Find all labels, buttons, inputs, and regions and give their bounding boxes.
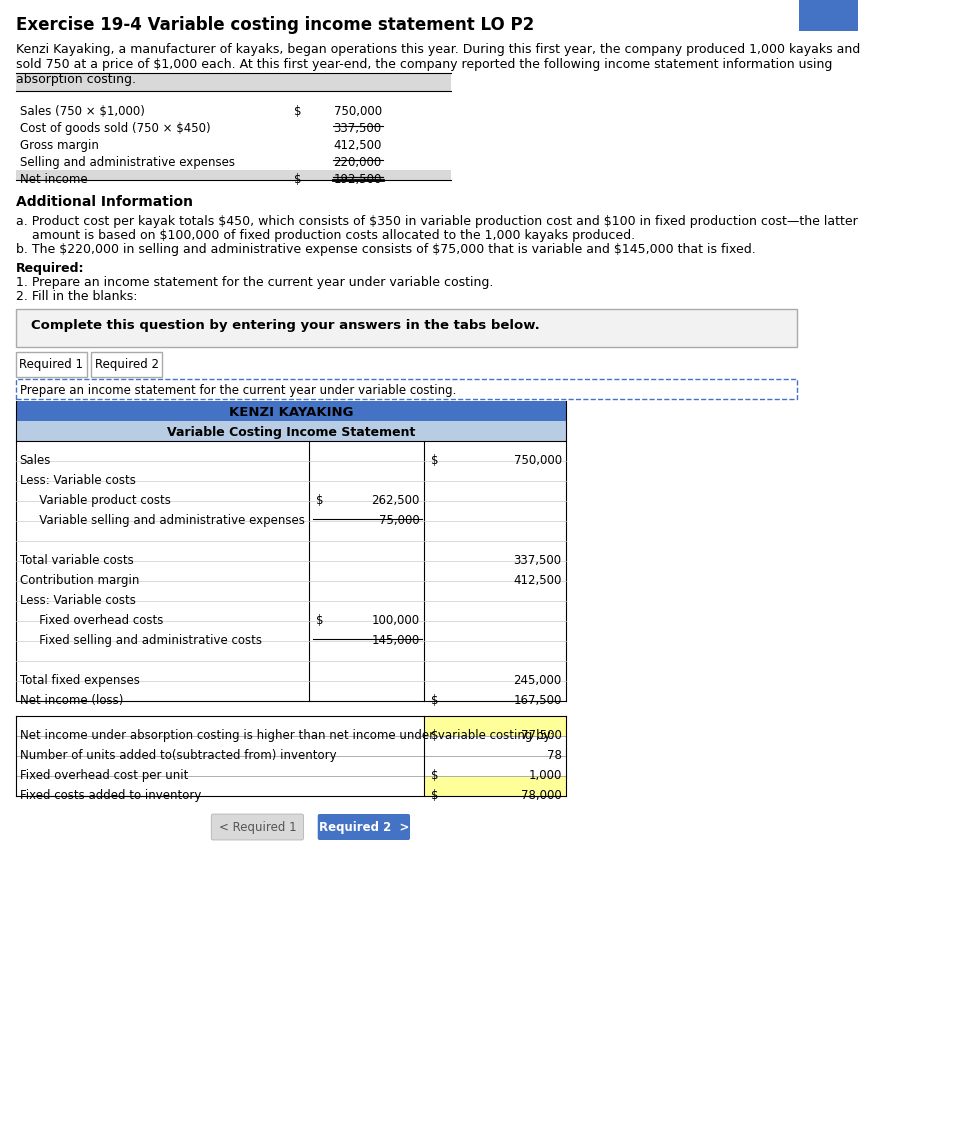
FancyBboxPatch shape	[92, 352, 162, 377]
Text: Fixed costs added to inventory: Fixed costs added to inventory	[19, 789, 201, 802]
FancyBboxPatch shape	[211, 814, 304, 840]
Text: 412,500: 412,500	[513, 575, 562, 587]
FancyBboxPatch shape	[425, 716, 567, 736]
Text: Variable product costs: Variable product costs	[28, 494, 171, 507]
Text: amount is based on $100,000 of fixed production costs allocated to the 1,000 kay: amount is based on $100,000 of fixed pro…	[16, 228, 635, 242]
FancyBboxPatch shape	[16, 170, 451, 180]
Text: Fixed overhead costs: Fixed overhead costs	[28, 614, 163, 627]
Text: $: $	[294, 105, 302, 118]
Text: $: $	[431, 769, 439, 782]
Text: Variable selling and administrative expenses: Variable selling and administrative expe…	[28, 513, 306, 527]
Text: 220,000: 220,000	[334, 156, 382, 169]
Text: KENZI KAYAKING: KENZI KAYAKING	[229, 406, 353, 418]
Text: Cost of goods sold (750 × $450): Cost of goods sold (750 × $450)	[19, 122, 210, 135]
Text: Contribution margin: Contribution margin	[19, 575, 139, 587]
Text: Required 2: Required 2	[95, 359, 159, 371]
Text: a. Product cost per kayak totals $450, which consists of $350 in variable produc: a. Product cost per kayak totals $450, w…	[16, 215, 858, 228]
Text: sold 750 at a price of $1,000 each. At this first year-end, the company reported: sold 750 at a price of $1,000 each. At t…	[16, 58, 833, 71]
Text: Net income: Net income	[19, 173, 87, 185]
Text: Gross margin: Gross margin	[19, 139, 99, 152]
Text: Sales (750 × $1,000): Sales (750 × $1,000)	[19, 105, 144, 118]
Text: 2. Fill in the blanks:: 2. Fill in the blanks:	[16, 290, 137, 303]
Text: 145,000: 145,000	[371, 634, 420, 647]
Text: 167,500: 167,500	[513, 694, 562, 707]
Text: $: $	[431, 694, 439, 707]
FancyBboxPatch shape	[799, 0, 859, 31]
Text: 77,500: 77,500	[521, 729, 562, 742]
Text: 1,000: 1,000	[528, 769, 562, 782]
Text: $: $	[316, 494, 323, 507]
Text: Selling and administrative expenses: Selling and administrative expenses	[19, 156, 235, 169]
Text: 750,000: 750,000	[513, 454, 562, 467]
Text: $: $	[294, 173, 302, 185]
Text: 750,000: 750,000	[334, 105, 382, 118]
Text: 78: 78	[547, 749, 562, 762]
Text: 78,000: 78,000	[521, 789, 562, 802]
Text: Less: Variable costs: Less: Variable costs	[19, 594, 135, 607]
Text: 100,000: 100,000	[371, 614, 420, 627]
Text: $: $	[431, 454, 439, 467]
Text: Required 2  >: Required 2 >	[319, 820, 409, 834]
Text: Sales: Sales	[19, 454, 51, 467]
FancyBboxPatch shape	[16, 421, 567, 441]
FancyBboxPatch shape	[16, 309, 797, 347]
Text: < Required 1: < Required 1	[219, 820, 296, 834]
Text: 262,500: 262,500	[371, 494, 420, 507]
Text: 412,500: 412,500	[334, 139, 382, 152]
Text: 75,000: 75,000	[379, 513, 420, 527]
Text: Kenzi Kayaking, a manufacturer of kayaks, began operations this year. During thi: Kenzi Kayaking, a manufacturer of kayaks…	[16, 43, 861, 57]
Text: absorption costing.: absorption costing.	[16, 74, 136, 86]
FancyBboxPatch shape	[16, 379, 797, 399]
Text: Fixed overhead cost per unit: Fixed overhead cost per unit	[19, 769, 188, 782]
FancyBboxPatch shape	[16, 402, 567, 421]
FancyBboxPatch shape	[425, 776, 567, 796]
Text: 337,500: 337,500	[334, 122, 382, 135]
Text: Total variable costs: Total variable costs	[19, 554, 133, 567]
FancyBboxPatch shape	[16, 74, 451, 90]
Text: Fixed selling and administrative costs: Fixed selling and administrative costs	[28, 634, 262, 647]
Text: Variable Costing Income Statement: Variable Costing Income Statement	[167, 426, 415, 439]
Text: $: $	[431, 729, 439, 742]
Text: $: $	[316, 614, 323, 627]
FancyBboxPatch shape	[318, 814, 410, 840]
Text: 1. Prepare an income statement for the current year under variable costing.: 1. Prepare an income statement for the c…	[16, 276, 493, 290]
Text: Total fixed expenses: Total fixed expenses	[19, 674, 139, 687]
FancyBboxPatch shape	[16, 352, 87, 377]
Text: Required 1: Required 1	[19, 359, 83, 371]
Text: Required:: Required:	[16, 262, 84, 275]
Text: 337,500: 337,500	[513, 554, 562, 567]
Text: b. The $220,000 in selling and administrative expense consists of $75,000 that i: b. The $220,000 in selling and administr…	[16, 243, 756, 256]
Text: Number of units added to(subtracted from) inventory: Number of units added to(subtracted from…	[19, 749, 337, 762]
Text: Additional Information: Additional Information	[16, 195, 193, 209]
Text: 245,000: 245,000	[513, 674, 562, 687]
Text: $: $	[431, 789, 439, 802]
Text: Net income (loss): Net income (loss)	[19, 694, 123, 707]
Text: Less: Variable costs: Less: Variable costs	[19, 474, 135, 487]
Text: Prepare an income statement for the current year under variable costing.: Prepare an income statement for the curr…	[19, 385, 455, 397]
Text: Net income under absorption costing is higher than net income under variable cos: Net income under absorption costing is h…	[19, 729, 553, 742]
Text: 192,500: 192,500	[334, 173, 382, 185]
Text: Exercise 19-4 Variable costing income statement LO P2: Exercise 19-4 Variable costing income st…	[16, 16, 534, 34]
Text: Complete this question by entering your answers in the tabs below.: Complete this question by entering your …	[31, 319, 540, 333]
